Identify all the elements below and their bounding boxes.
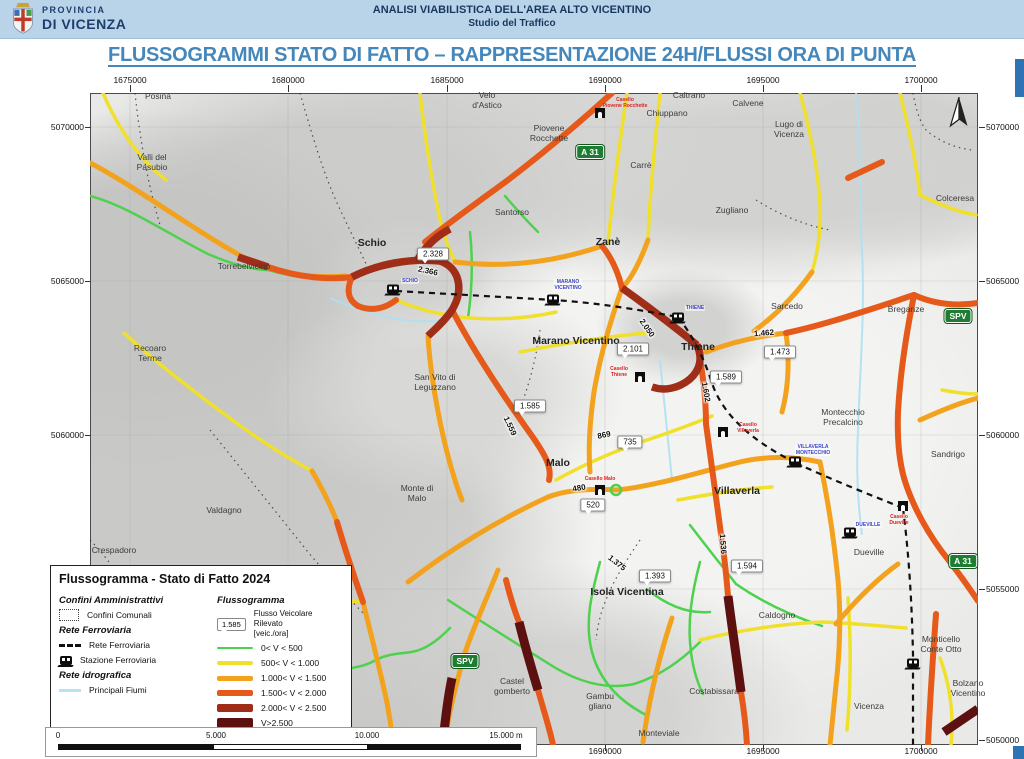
axis-tick — [921, 85, 922, 92]
coat-of-arms-icon — [13, 2, 33, 34]
scale-bar-label: 15.000 m — [489, 731, 523, 740]
document-title: ANALISI VIABILISTICA DELL'AREA ALTO VICE… — [372, 4, 652, 16]
flow-class-swatch — [217, 689, 253, 697]
axis-tick — [130, 85, 131, 92]
axis-tick — [605, 745, 606, 751]
page-title: FLUSSOGRAMMI STATO DI FATTO – RAPPRESENT… — [108, 44, 916, 66]
legend-flow-class: 500< V < 1.000 — [217, 657, 343, 669]
legend-callout-example: 1.585 — [217, 617, 246, 634]
river-line-icon — [59, 688, 81, 692]
legend-flussogramma-heading: Flussogramma — [217, 595, 285, 606]
axis-tick — [921, 745, 922, 751]
legend-flow-class: 2.000< V < 2.500 — [217, 702, 343, 714]
axis-tick — [288, 85, 289, 92]
axis-tick — [979, 435, 985, 436]
legend-item: Stazione Ferroviaria — [59, 654, 207, 666]
flow-class-swatch — [217, 675, 253, 681]
flow-class-label: 2.000< V < 2.500 — [261, 703, 327, 713]
x-axis-label-top: 1695000 — [746, 75, 780, 85]
slide-corner-decoration — [1013, 746, 1024, 759]
y-axis-label-right: 5060000 — [986, 430, 1020, 440]
axis-tick — [447, 85, 448, 92]
legend-item-label: Principali Fiumi — [89, 685, 147, 695]
flow-class-swatch — [217, 704, 253, 712]
flow-class-label: 1.500< V < 2.000 — [261, 688, 327, 698]
y-axis-label-left: 5070000 — [50, 122, 84, 132]
scale-bar-segment — [213, 744, 368, 750]
legend-title: Flussogramma - Stato di Fatto 2024 — [59, 572, 271, 586]
x-axis-label-bottom: 1690000 — [588, 746, 622, 756]
train-icon — [60, 655, 72, 665]
y-axis-label-right: 5055000 — [986, 584, 1020, 594]
legend-section-heading: Rete Ferroviaria — [59, 625, 132, 636]
y-axis-label-left: 5065000 — [50, 276, 84, 286]
scale-bar: 0 5.000 10.000 15.000 m — [45, 727, 537, 757]
x-axis-label-top: 1675000 — [113, 75, 147, 85]
x-axis-label-top: 1690000 — [588, 75, 622, 85]
flow-class-label: V>2.500 — [261, 718, 293, 728]
document-subtitle: Studio del Traffico — [468, 18, 556, 29]
flow-class-label: 0< V < 500 — [261, 643, 303, 653]
legend-item: Rete Ferroviaria — [59, 639, 207, 651]
legend-item-label: Stazione Ferroviaria — [80, 655, 157, 665]
provincia-logo: PROVINCIA DI VICENZA — [10, 2, 126, 35]
flow-class-label: 1.000< V < 1.500 — [261, 673, 327, 683]
x-axis-label-top: 1680000 — [271, 75, 305, 85]
axis-tick — [979, 281, 985, 282]
dotted-square-icon — [59, 609, 79, 621]
axis-tick — [763, 745, 764, 751]
legend-flow-class: 1.000< V < 1.500 — [217, 672, 343, 684]
legend-item: Confini Comunali — [59, 609, 207, 621]
legend-flow-class: 1.500< V < 2.000 — [217, 687, 343, 699]
org-name-line2: DI VICENZA — [42, 16, 127, 32]
scale-bar-label: 5.000 — [205, 731, 227, 740]
legend-callout-label: Flusso Veicolare Rilevato [veic./ora] — [253, 609, 313, 638]
flow-class-swatch — [217, 718, 253, 728]
legend-item: Principali Fiumi — [59, 684, 207, 696]
scale-bar-label: 10.000 — [354, 731, 380, 740]
header-band: PROVINCIA DI VICENZA ANALISI VIABILISTIC… — [0, 0, 1024, 39]
y-axis-label-left: 5060000 — [50, 430, 84, 440]
legend-item-label: Confini Comunali — [87, 610, 152, 620]
railway-dash-icon — [59, 643, 81, 647]
x-axis-label-bottom: 1700000 — [904, 746, 938, 756]
legend-flow-classes: 0< V < 500 500< V < 1.000 1.000< V < 1.500… — [217, 642, 343, 729]
axis-tick — [979, 127, 985, 128]
y-axis-label-right: 5050000 — [986, 735, 1020, 745]
flow-class-label: 500< V < 1.000 — [261, 658, 320, 668]
north-arrow-icon — [946, 95, 972, 134]
axis-tick — [605, 85, 606, 92]
flow-class-swatch — [217, 646, 253, 650]
x-axis-label-top: 1685000 — [430, 75, 464, 85]
legend-left-column: Confini Amministrattivi Confini Comunali R… — [59, 591, 207, 732]
x-axis-label-bottom: 1695000 — [746, 746, 780, 756]
scale-bar-segment — [368, 744, 521, 750]
slide-edge-decoration — [1015, 59, 1024, 97]
org-name-line1: PROVINCIA — [42, 5, 106, 15]
axis-tick — [763, 85, 764, 92]
legend-flow-class: 0< V < 500 — [217, 642, 343, 654]
legend-section-heading: Rete idrografica — [59, 670, 132, 681]
y-axis-label-right: 5065000 — [986, 276, 1020, 286]
legend-flussogramma-column: Flussogramma 1.585 Flusso Veicolare Rile… — [217, 591, 343, 732]
legend-section-heading: Confini Amministrattivi — [59, 595, 164, 606]
flow-class-swatch — [217, 661, 253, 665]
axis-tick — [979, 589, 985, 590]
scale-bar-label: 0 — [55, 731, 61, 740]
y-axis-label-right: 5070000 — [986, 122, 1020, 132]
scale-bar-segment — [58, 744, 213, 750]
axis-tick — [979, 740, 985, 741]
x-axis-label-top: 1700000 — [904, 75, 938, 85]
legend-flow-class: V>2.500 — [217, 717, 343, 729]
legend-item-label: Rete Ferroviaria — [89, 640, 150, 650]
legend: Flussogramma - Stato di Fatto 2024 Confi… — [50, 565, 352, 737]
